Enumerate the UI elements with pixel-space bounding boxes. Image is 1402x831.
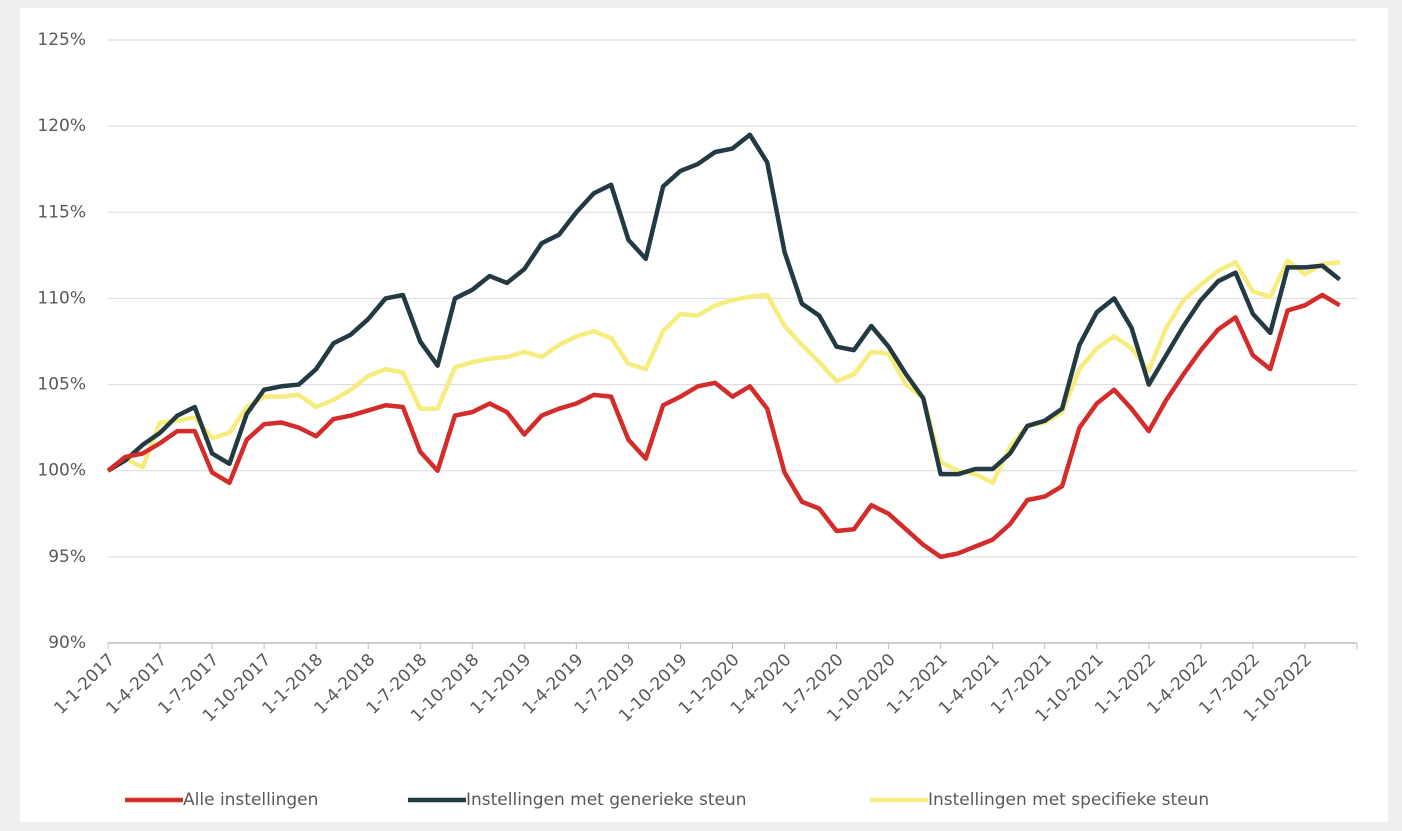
y-tick-label: 125% xyxy=(37,30,86,50)
y-tick-label: 105% xyxy=(37,375,86,395)
series-line xyxy=(106,258,1340,486)
y-tick-label: 110% xyxy=(37,288,86,308)
y-tick-label: 115% xyxy=(37,202,86,222)
legend-label: Instellingen met generieke steun xyxy=(466,790,747,810)
series-line xyxy=(106,292,1341,560)
series-line xyxy=(106,132,1342,477)
y-tick-label: 120% xyxy=(37,116,86,136)
y-tick-label: 95% xyxy=(48,547,86,567)
legend-label: Alle instellingen xyxy=(183,790,318,810)
y-tick-label: 90% xyxy=(48,633,86,653)
legend-label: Instellingen met specifieke steun xyxy=(928,790,1209,810)
y-tick-label: 100% xyxy=(37,461,86,481)
